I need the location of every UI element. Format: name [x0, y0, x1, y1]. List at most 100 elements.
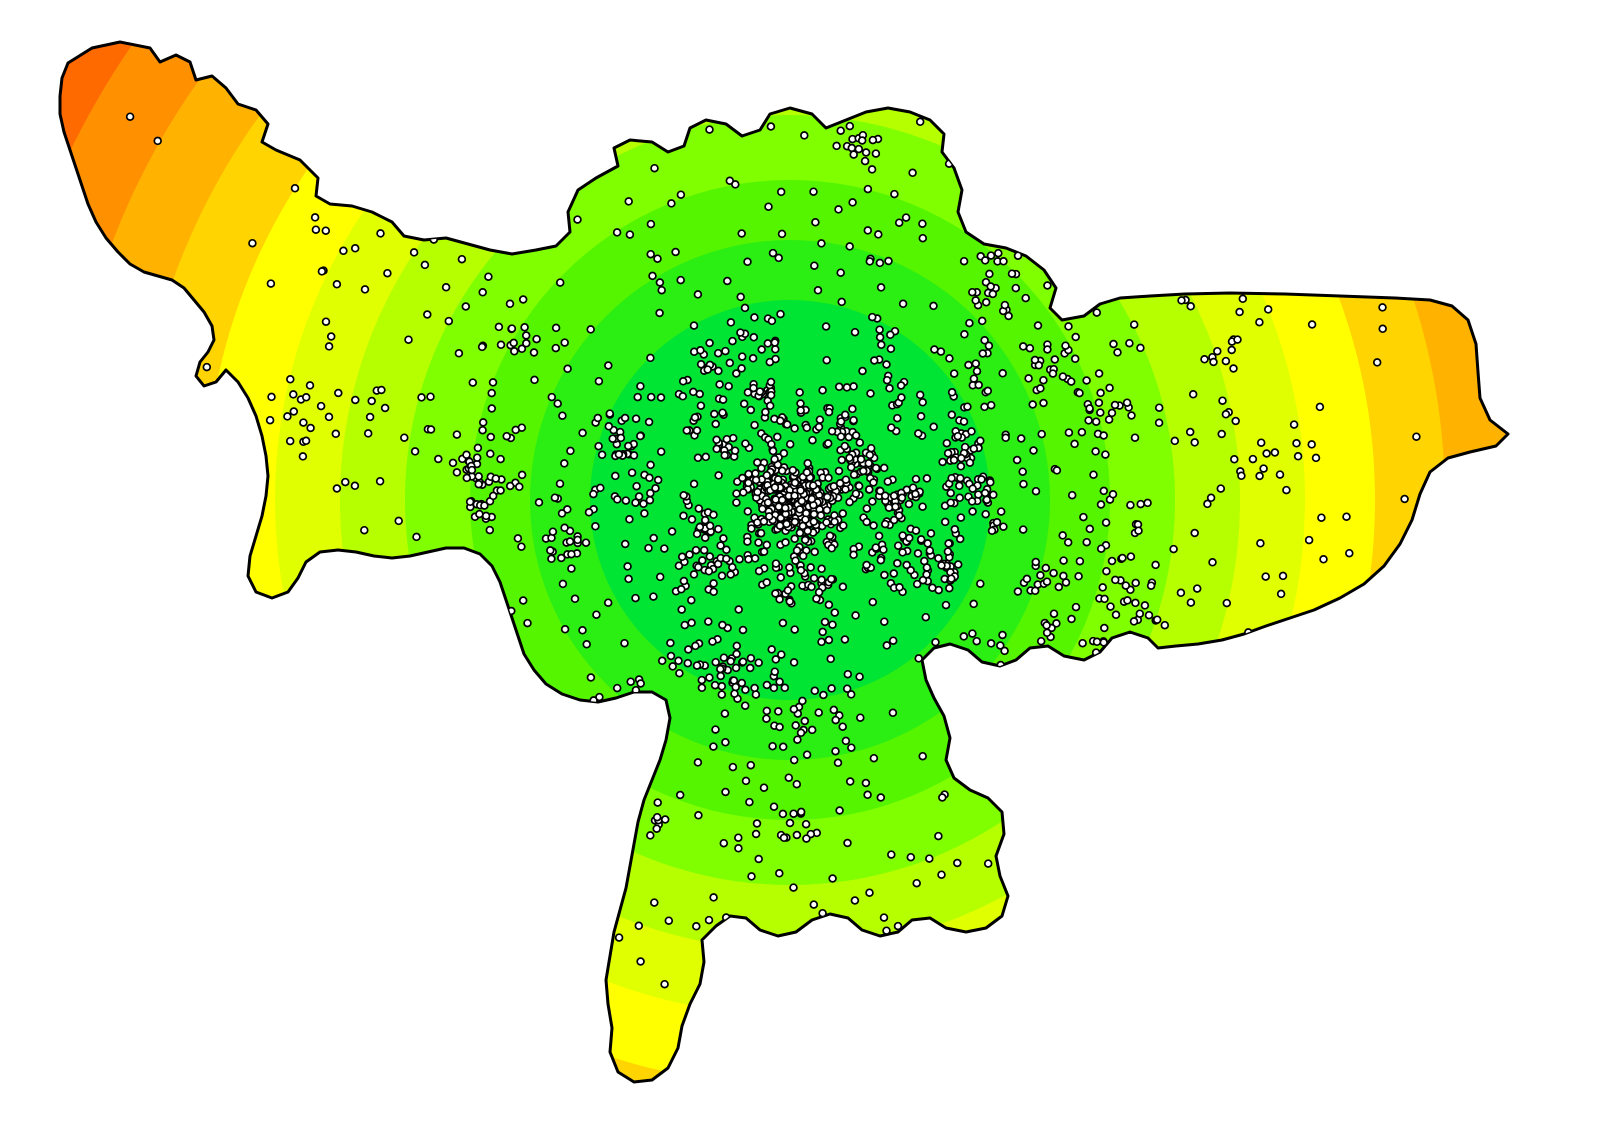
map-point-marker: [1058, 531, 1067, 540]
map-point-marker: [570, 594, 580, 604]
map-point-marker: [679, 511, 688, 521]
map-point-marker: [775, 521, 785, 530]
map-point-marker: [1125, 338, 1134, 348]
map-point-marker: [850, 896, 860, 905]
map-point-marker: [722, 545, 731, 555]
map-point-marker: [826, 654, 835, 664]
map-point-marker: [996, 507, 1006, 516]
map-point-marker: [827, 426, 837, 436]
map-point-marker: [782, 420, 792, 429]
map-point-marker: [737, 229, 746, 238]
map-point-marker: [465, 497, 475, 507]
map-point-marker: [840, 635, 850, 644]
map-point-marker: [831, 746, 840, 756]
map-point-marker: [1070, 439, 1079, 449]
map-point-marker: [765, 357, 775, 367]
map-point-marker: [867, 165, 877, 174]
map-point-marker: [1255, 471, 1264, 481]
map-point-marker: [547, 554, 556, 564]
map-point-marker: [317, 267, 327, 276]
map-point-marker: [286, 375, 295, 384]
map-point-marker: [1400, 494, 1409, 504]
map-point-marker: [982, 495, 992, 505]
map-point-marker: [1000, 646, 1009, 656]
map-point-marker: [474, 472, 483, 481]
map-point-marker: [494, 322, 504, 332]
map-point-marker: [505, 299, 515, 309]
map-point-marker: [589, 489, 598, 499]
map-point-marker: [1134, 526, 1143, 535]
map-point-marker: [1208, 558, 1217, 567]
map-point-marker: [906, 566, 915, 575]
map-point-marker: [646, 353, 655, 363]
map-point-marker: [705, 125, 714, 134]
map-point-marker: [694, 504, 704, 513]
map-point-marker: [781, 538, 790, 547]
map-point-marker: [894, 218, 904, 227]
map-point-marker: [817, 239, 826, 248]
map-point-marker: [885, 384, 894, 393]
map-point-marker: [1151, 560, 1160, 570]
map-point-marker: [1049, 568, 1058, 578]
map-point-marker: [1259, 464, 1268, 473]
map-point-marker: [645, 495, 655, 505]
map-point-marker: [809, 573, 819, 583]
map-point-marker: [753, 487, 762, 497]
map-point-marker: [791, 721, 800, 730]
map-point-marker: [360, 285, 370, 294]
map-point-marker: [1064, 322, 1073, 331]
map-point-marker: [555, 479, 565, 488]
map-point-marker: [567, 549, 576, 559]
map-point-marker: [1206, 493, 1216, 503]
map-point-marker: [739, 399, 749, 409]
map-point-marker: [863, 184, 873, 194]
map-point-marker: [666, 651, 676, 661]
map-point-marker: [849, 382, 858, 391]
map-point-marker: [836, 432, 846, 441]
map-point-marker: [835, 806, 844, 815]
map-point-marker: [986, 400, 996, 410]
map-point-marker: [829, 482, 839, 491]
map-point-marker: [699, 545, 709, 555]
map-point-marker: [1024, 374, 1033, 383]
map-point-marker: [534, 498, 544, 507]
map-point-marker: [1033, 321, 1043, 330]
map-point-marker: [817, 575, 826, 585]
map-point-marker: [846, 690, 856, 699]
map-point-marker: [646, 488, 655, 498]
map-point-marker: [779, 449, 789, 458]
map-point-marker: [841, 736, 851, 746]
map-point-marker: [789, 658, 799, 667]
map-point-marker: [360, 525, 369, 535]
map-point-marker: [763, 498, 773, 507]
map-point-marker: [865, 450, 875, 460]
map-point-marker: [746, 405, 756, 415]
map-point-marker: [974, 490, 983, 499]
map-point-marker: [888, 708, 898, 718]
map-point-marker: [677, 585, 686, 594]
map-point-marker: [989, 490, 998, 500]
map-point-marker: [868, 497, 877, 506]
map-point-marker: [700, 533, 710, 542]
map-point-marker: [363, 429, 373, 438]
map-point-marker: [678, 377, 688, 386]
map-point-marker: [847, 143, 857, 153]
map-point-marker: [823, 492, 832, 502]
map-point-marker: [911, 474, 921, 484]
map-point-marker: [715, 380, 724, 389]
map-point-marker: [551, 323, 561, 333]
map-point-marker: [645, 473, 654, 483]
map-point-marker: [775, 722, 784, 732]
map-point-marker: [730, 689, 739, 698]
map-point-marker: [987, 526, 997, 536]
map-point-marker: [620, 638, 629, 648]
map-point-marker: [596, 483, 605, 493]
map-point-marker: [840, 410, 850, 420]
map-point-marker: [584, 508, 594, 517]
map-point-marker: [649, 592, 658, 601]
map-point-marker: [1104, 415, 1114, 424]
map-point-marker: [705, 673, 714, 682]
map-point-marker: [869, 521, 878, 530]
map-point-marker: [551, 343, 561, 353]
map-point-marker: [488, 491, 498, 501]
